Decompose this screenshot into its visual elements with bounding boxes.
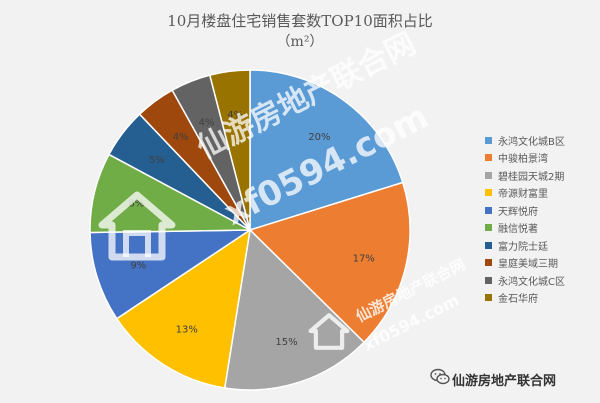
pie-data-label-2: 17%: [353, 254, 375, 265]
legend-swatch: [485, 294, 492, 301]
legend-swatch: [485, 136, 492, 144]
pie-data-label-9: 4%: [199, 117, 215, 128]
chart-title: 10月楼盘住宅销售套数TOP10面积占比: [167, 12, 433, 30]
house-logo-icon: [98, 191, 176, 261]
legend-swatch: [485, 224, 492, 231]
legend-item: 金石华府: [485, 291, 538, 305]
pie-data-label-7: 5%: [149, 155, 165, 166]
legend-swatch: [485, 259, 492, 266]
legend-item: 永鸿文化城C区: [485, 273, 565, 288]
pie-slice-3: [223, 228, 366, 391]
legend-item: 富力院士廷: [485, 238, 548, 253]
pie-data-label-3: 15%: [275, 337, 297, 348]
legend-swatch: [485, 276, 492, 284]
house-logo-small-icon: [308, 313, 350, 350]
watermark-brand-line: 仙游房地产联合网: [452, 374, 557, 389]
pie-slice-5: [89, 229, 253, 320]
legend-item: 融信悦著: [485, 221, 538, 235]
legend-label: 帝源财富里: [498, 189, 548, 200]
legend-label: 永鸿文化城B区: [498, 136, 565, 148]
legend-item: 天辉悦府: [485, 203, 538, 218]
legend-swatch: [485, 241, 492, 249]
wechat-icon: [430, 368, 450, 385]
legend-item: 中骏柏景湾: [485, 151, 548, 165]
legend-label: 碧桂园天城2期: [498, 171, 565, 183]
legend-item: 碧桂园天城2期: [485, 168, 565, 183]
pie-slice-2: [248, 181, 411, 344]
legend-label: 中骏柏景湾: [498, 154, 548, 165]
chart-subtitle: （m²）: [276, 34, 324, 50]
legend-item: 皇庭美域三期: [485, 256, 558, 270]
legend-item: 帝源财富里: [485, 186, 548, 200]
legend-label: 富力院士廷: [498, 241, 548, 253]
legend-label: 金石华府: [498, 294, 538, 305]
legend-label: 融信悦著: [498, 224, 538, 235]
pie-slice-1: [249, 69, 404, 232]
legend-swatch: [485, 171, 492, 179]
pie-data-label-4: 13%: [176, 324, 198, 335]
pie-data-label-8: 4%: [173, 132, 189, 143]
pie-data-label-1: 20%: [308, 132, 330, 143]
pie-slice-10: [208, 69, 251, 231]
pie-slice-4: [115, 228, 252, 389]
legend-label: 永鸿文化城C区: [498, 276, 565, 288]
pie-data-label-6: 8%: [128, 198, 144, 209]
pie-data-label-10: 4%: [227, 110, 243, 121]
legend-label: 皇庭美域三期: [498, 259, 558, 270]
legend-item: 永鸿文化城B区: [485, 133, 565, 148]
legend-swatch: [485, 154, 492, 161]
pie-data-label-5: 9%: [130, 261, 146, 272]
legend-swatch: [485, 206, 492, 214]
legend-swatch: [485, 189, 492, 196]
legend-label: 天辉悦府: [498, 206, 538, 218]
